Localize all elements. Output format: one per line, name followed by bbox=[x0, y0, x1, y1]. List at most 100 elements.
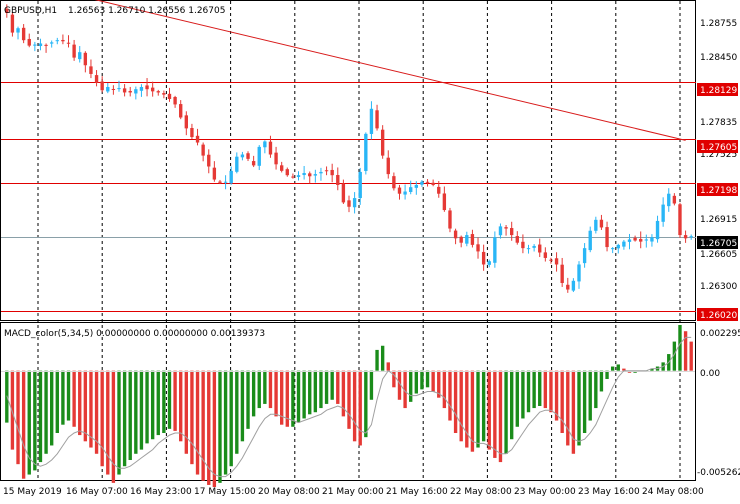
macd-bar bbox=[324, 370, 329, 404]
macd-bar bbox=[571, 370, 576, 454]
candle-body bbox=[134, 89, 138, 94]
candle-body bbox=[212, 167, 217, 180]
candle-body bbox=[274, 152, 278, 165]
macd-bar bbox=[364, 370, 368, 438]
candle-body bbox=[319, 171, 323, 174]
candle-body bbox=[122, 88, 127, 93]
candle-body bbox=[616, 244, 620, 249]
macd-bar bbox=[145, 370, 149, 444]
candle-body bbox=[190, 128, 194, 138]
macd-bar bbox=[347, 370, 351, 429]
candle-body bbox=[493, 237, 497, 263]
macd-bar bbox=[341, 370, 346, 417]
price-tick: 1.26605 bbox=[700, 250, 737, 260]
candle-body bbox=[246, 153, 250, 159]
candle-body bbox=[521, 241, 525, 249]
level-label-box bbox=[697, 308, 738, 321]
macd-bar bbox=[678, 324, 682, 371]
macd-bar bbox=[134, 370, 138, 454]
symbol-timeframe: GBPUSD,H1 bbox=[4, 6, 57, 16]
candle-body bbox=[167, 93, 172, 99]
macd-bar bbox=[380, 345, 385, 371]
macd-bar bbox=[122, 370, 127, 467]
candle-body bbox=[538, 244, 542, 253]
candle-body bbox=[162, 93, 166, 95]
moving-average bbox=[94, 0, 686, 141]
macd-bar bbox=[437, 370, 441, 398]
candle-body bbox=[218, 181, 222, 183]
time-label: 16 May 23:00 bbox=[130, 487, 192, 497]
macd-bar bbox=[235, 370, 239, 454]
candle-body bbox=[150, 87, 155, 92]
time-label: 21 May 00:00 bbox=[322, 487, 384, 497]
candle-body bbox=[364, 133, 368, 171]
macd-bar bbox=[448, 370, 452, 421]
macd-bar bbox=[78, 370, 82, 436]
time-label: 23 May 00:00 bbox=[514, 487, 576, 497]
candle-body bbox=[560, 264, 564, 283]
macd-bar bbox=[336, 370, 340, 404]
candle-body bbox=[10, 14, 15, 33]
macd-bar bbox=[397, 370, 402, 400]
horizontal-levels[interactable] bbox=[1, 82, 696, 312]
candle-body bbox=[235, 156, 239, 172]
candle-body bbox=[375, 110, 379, 129]
candle-body bbox=[251, 161, 256, 166]
candle-body bbox=[61, 39, 65, 42]
macd-bar bbox=[588, 370, 592, 421]
macd-bar bbox=[280, 370, 284, 425]
candle-body bbox=[549, 259, 553, 261]
price-tick: 1.28450 bbox=[700, 53, 737, 63]
macd-bar bbox=[83, 370, 88, 442]
macd-bar bbox=[285, 370, 289, 427]
macd-bar bbox=[526, 370, 531, 413]
level-label-box bbox=[697, 83, 738, 96]
macd-signal bbox=[6, 336, 692, 478]
macd-bar bbox=[622, 368, 626, 371]
candle-body bbox=[296, 175, 301, 177]
macd-bar bbox=[330, 370, 334, 400]
level-label: 1.28129 bbox=[700, 86, 737, 96]
macd-histogram bbox=[1, 324, 695, 488]
candle-body bbox=[448, 210, 452, 229]
macd-bar bbox=[375, 349, 379, 371]
price-axis: 1.28755 1.28450 1.27835 1.27525 1.26915 … bbox=[700, 19, 737, 292]
macd-bar bbox=[414, 370, 418, 394]
candle-body bbox=[21, 27, 26, 41]
macd-bar bbox=[560, 370, 564, 434]
candle-body bbox=[5, 8, 9, 13]
candle-body bbox=[566, 284, 570, 290]
candle-body bbox=[487, 261, 491, 265]
candle-body bbox=[66, 42, 71, 44]
time-label: 21 May 16:00 bbox=[386, 487, 448, 497]
candle-body bbox=[280, 165, 284, 171]
candle-body bbox=[184, 115, 188, 129]
candle-body bbox=[397, 187, 402, 194]
candle-body bbox=[207, 154, 211, 167]
macd-bar bbox=[274, 370, 278, 417]
macd-bar bbox=[470, 370, 475, 452]
candle-body bbox=[453, 230, 458, 239]
macd-bar bbox=[229, 370, 233, 467]
candle-body bbox=[324, 170, 329, 172]
macd-bar bbox=[532, 370, 536, 409]
macd-bar bbox=[403, 370, 407, 409]
candle-body bbox=[633, 237, 637, 241]
macd-bar bbox=[605, 370, 609, 379]
candle-body bbox=[89, 66, 93, 74]
macd-bar bbox=[582, 370, 587, 434]
candle-body bbox=[627, 239, 632, 242]
current-price-label: 1.26705 bbox=[700, 239, 737, 249]
macd-tick: 0.00 bbox=[700, 369, 720, 379]
candle-body bbox=[380, 129, 385, 156]
macd-bar bbox=[515, 370, 519, 427]
candle-body bbox=[268, 141, 273, 155]
macd-bar bbox=[33, 370, 37, 471]
candle-body bbox=[55, 40, 59, 42]
macd-bar bbox=[223, 370, 228, 475]
time-label: 15 May 2019 bbox=[3, 487, 62, 497]
candle-body bbox=[672, 195, 677, 204]
candle-body bbox=[599, 219, 604, 228]
macd-bar bbox=[296, 370, 301, 423]
